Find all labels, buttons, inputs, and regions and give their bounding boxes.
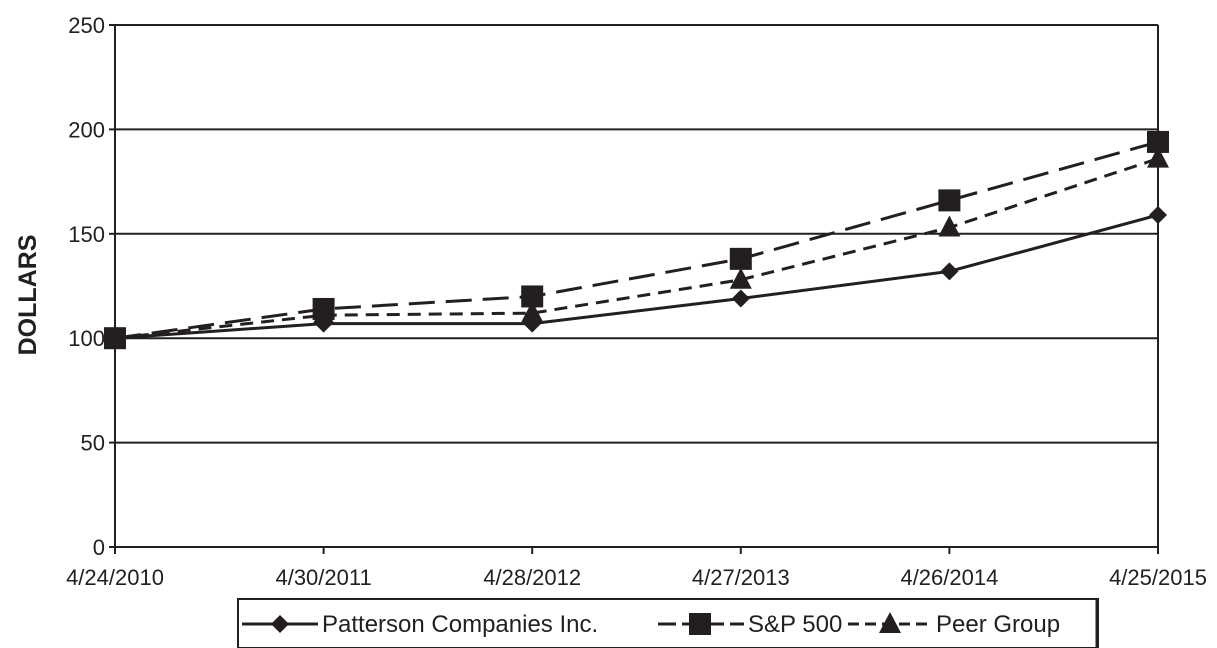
data-point-diamond	[1149, 206, 1167, 225]
x-tick-label: 4/30/2011	[275, 565, 371, 590]
y-tick-label: 0	[93, 535, 105, 560]
y-tick-label: 250	[68, 13, 105, 38]
y-axis-label: DOLLARS	[14, 235, 42, 356]
x-tick-label: 4/25/2015	[1109, 565, 1207, 590]
data-point-triangle	[938, 215, 961, 237]
data-point-triangle	[312, 303, 335, 325]
axes	[114, 25, 1159, 547]
legend-item: Peer Group	[848, 611, 1060, 638]
x-tick-label: 4/27/2013	[692, 565, 790, 590]
data-point-square	[938, 189, 961, 212]
data-point-square	[1147, 130, 1169, 153]
y-tick-label: 100	[68, 326, 105, 351]
x-tick-labels: 4/24/2010 4/30/2011 4/28/2012 4/27/2013 4/26…	[66, 547, 1207, 590]
legend-marker-diamond	[271, 615, 289, 633]
data-point-diamond	[940, 262, 959, 281]
legend-label: Peer Group	[936, 611, 1060, 638]
legend-item: S&P 500	[658, 611, 842, 638]
data-point-triangle	[521, 301, 544, 323]
data-point-diamond	[731, 289, 750, 308]
x-tick-label: 4/28/2012	[483, 565, 581, 590]
x-tick-label: 4/26/2014	[900, 565, 998, 590]
data-point-triangle	[729, 267, 752, 289]
data-point-triangle	[104, 326, 126, 348]
series-square	[104, 130, 1169, 350]
series-triangle	[104, 146, 1169, 348]
y-tick-label: 200	[68, 117, 105, 142]
legend-marker-triangle	[879, 612, 901, 633]
data-point-square	[521, 285, 544, 308]
y-tick-labels: 0 50 100 150 200 250	[68, 13, 105, 560]
legend: Patterson Companies Inc. S&P 500 Peer Grou…	[237, 598, 1099, 648]
legend-label: S&P 500	[748, 611, 842, 638]
legend-marker-square	[689, 613, 711, 635]
series-line	[114, 140, 1159, 340]
x-tick-label: 4/24/2010	[66, 565, 164, 590]
legend-items: Patterson Companies Inc. S&P 500 Peer Grou…	[242, 611, 1060, 638]
series-line	[114, 157, 1159, 340]
legend-label: Patterson Companies Inc.	[322, 611, 598, 638]
series-line	[114, 213, 1159, 340]
y-tick-label: 50	[81, 431, 105, 456]
series-group	[104, 130, 1169, 350]
legend-item: Patterson Companies Inc.	[242, 611, 598, 638]
grid-lines	[109, 24, 1158, 548]
data-point-triangle	[1147, 146, 1169, 168]
y-tick-label: 150	[68, 222, 105, 247]
data-point-square	[729, 247, 752, 270]
